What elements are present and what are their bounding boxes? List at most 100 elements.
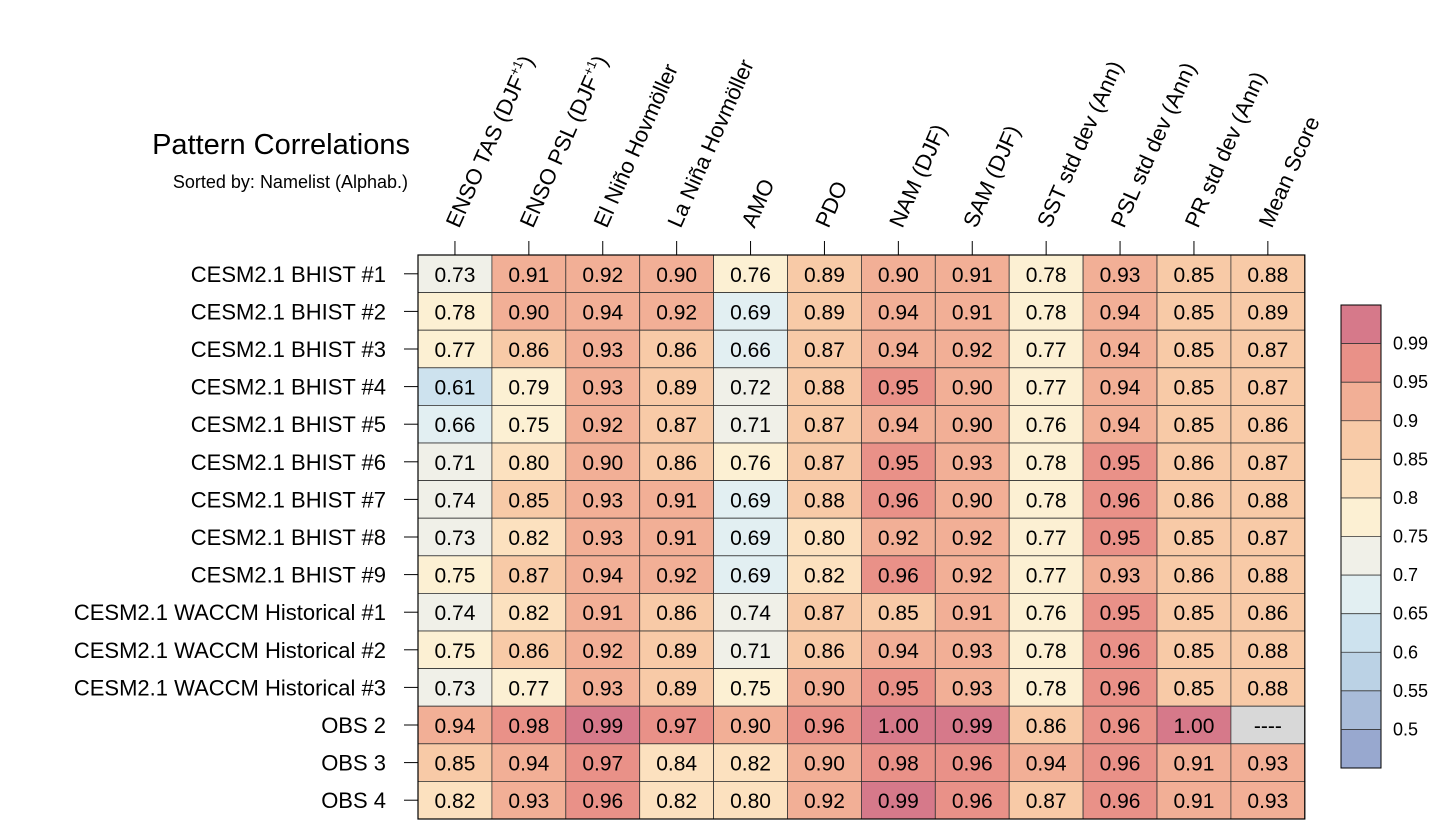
cell-value-label: 0.90	[508, 301, 549, 324]
heatmap-cell	[934, 593, 1010, 632]
cell-value-label: 0.72	[730, 377, 771, 400]
heatmap-cell	[491, 593, 567, 632]
heatmap-cell	[417, 367, 493, 406]
heatmap-cell	[1156, 517, 1232, 557]
heatmap-cell	[713, 743, 788, 782]
heatmap-cell	[861, 329, 936, 369]
heatmap-cell	[639, 593, 715, 632]
heatmap-value-labels: 0.73 0.91 0.92 0.90 0.76 0.89 0.90 0.91 0.78 0.93…	[435, 264, 1289, 813]
column-label: SAM (DJF)	[958, 122, 1025, 232]
row-labels: CESM2.1 BHIST #1 CESM2.1 BHIST #2 CESM2.1 …	[74, 262, 418, 813]
colorbar-tick-label: 0.65	[1393, 604, 1428, 624]
cell-value-label: 0.85	[1174, 602, 1215, 625]
cell-value-label: 0.93	[508, 790, 549, 813]
cell-value-label: 0.94	[1100, 377, 1141, 400]
cell-value-label: 0.84	[656, 753, 697, 776]
cell-value-label: 0.85	[508, 489, 549, 512]
cell-value-label: 0.73	[435, 677, 476, 700]
cell-value-label: 0.66	[435, 414, 476, 437]
heatmap-cell	[861, 517, 936, 557]
cell-value-label: 0.91	[1174, 790, 1215, 813]
cell-value-label: 0.93	[1100, 565, 1141, 588]
heatmap-cell	[1156, 743, 1232, 782]
heatmap-cell	[861, 442, 936, 481]
heatmap-cell	[417, 480, 493, 519]
cell-value-label: 0.86	[1174, 452, 1215, 475]
row-label: CESM2.1 BHIST #5	[191, 412, 386, 437]
cell-value-label: 0.76	[1026, 602, 1067, 625]
heatmap-cell	[565, 668, 641, 707]
heatmap-cell	[934, 781, 1010, 820]
cell-value-label: 0.90	[804, 753, 845, 776]
cell-value-label: 1.00	[1174, 715, 1215, 738]
cell-value-label: 0.78	[1026, 677, 1067, 700]
cell-value-label: 0.71	[730, 640, 771, 663]
heatmap-cell	[565, 555, 641, 594]
heatmap-cell	[861, 480, 936, 519]
colorbar-tick-label: 0.5	[1393, 719, 1418, 739]
heatmap-cell	[1156, 593, 1232, 632]
cell-value-label: 0.92	[656, 565, 697, 588]
cell-value-label: 0.97	[656, 715, 697, 738]
heatmap-cell	[934, 630, 1010, 669]
cell-value-label: 0.86	[656, 339, 697, 362]
heatmap-cell	[934, 743, 1010, 782]
column-label: Mean Score	[1254, 112, 1325, 231]
colorbar-tick-label: 0.75	[1393, 527, 1428, 547]
cell-value-label: 0.76	[730, 264, 771, 287]
cell-value-label: 0.86	[656, 602, 697, 625]
cell-value-label: 0.80	[804, 527, 845, 550]
cell-value-label: 0.88	[1247, 640, 1288, 663]
cell-value-label: 0.85	[1174, 377, 1215, 400]
heatmap-cell	[1156, 480, 1232, 519]
cell-value-label: 0.96	[1100, 790, 1141, 813]
heatmap-cell	[639, 630, 715, 669]
row-label: CESM2.1 BHIST #7	[191, 487, 386, 512]
cell-value-label: 0.90	[952, 377, 993, 400]
cell-value-label: 0.94	[582, 565, 623, 588]
colorbar-tick-label: 0.99	[1393, 334, 1428, 354]
heatmap-cell	[491, 630, 567, 669]
heatmap-cell	[639, 480, 715, 519]
cell-value-label: 0.86	[508, 339, 549, 362]
heatmap-cell	[1230, 480, 1306, 519]
cell-value-label: 0.92	[656, 301, 697, 324]
cell-value-label: 0.94	[878, 339, 919, 362]
cell-value-label: 0.94	[582, 301, 623, 324]
heatmap-cell	[1230, 593, 1306, 632]
heatmap-cell	[1082, 743, 1158, 782]
cell-value-label: 0.86	[1174, 565, 1215, 588]
heatmap-cell	[491, 254, 567, 293]
heatmap-cell	[1008, 292, 1084, 331]
heatmap-cell	[861, 593, 936, 632]
heatmap-cell	[787, 404, 862, 444]
heatmap-cell	[713, 781, 788, 820]
heatmap-cell	[1008, 480, 1084, 519]
cell-value-label: 0.93	[1100, 264, 1141, 287]
cell-value-label: 0.77	[1026, 527, 1067, 550]
cell-value-label: 0.85	[1174, 640, 1215, 663]
cell-value-label: 0.71	[435, 452, 476, 475]
heatmap-cell	[639, 329, 715, 369]
cell-value-label: 0.91	[656, 527, 697, 550]
cell-value-label: 0.96	[1100, 489, 1141, 512]
heatmap-cell	[491, 292, 567, 331]
heatmap-cell	[1230, 367, 1306, 406]
heatmap-cell	[934, 442, 1010, 481]
colorbar-swatch	[1341, 690, 1381, 730]
row-label: CESM2.1 BHIST #6	[191, 450, 386, 475]
cell-value-label: 0.98	[878, 753, 919, 776]
colorbar-tick-label: 0.85	[1393, 449, 1428, 469]
colorbar-swatch	[1341, 382, 1381, 421]
colorbar-tick-label: 0.8	[1393, 488, 1418, 508]
cell-value-label: 0.95	[878, 677, 919, 700]
heatmap-cell	[1082, 254, 1158, 293]
heatmap-cell	[787, 705, 862, 745]
heatmap-cell	[861, 555, 936, 594]
cell-value-label: 0.93	[582, 339, 623, 362]
cell-value-label: 0.94	[1100, 414, 1141, 437]
cell-value-label: 0.87	[508, 565, 549, 588]
row-label: CESM2.1 WACCM Historical #3	[74, 675, 386, 700]
heatmap-cell	[713, 404, 788, 444]
cell-value-label: 0.74	[730, 602, 771, 625]
